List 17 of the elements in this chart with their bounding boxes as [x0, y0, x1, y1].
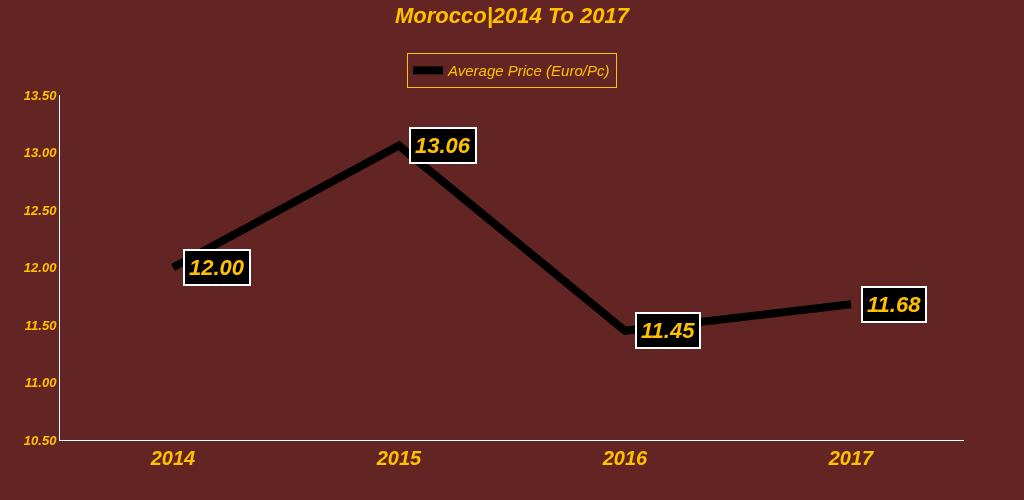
y-tick-label: 10.50 — [23, 432, 58, 448]
legend-label: Average Price (Euro/Pc) — [447, 62, 610, 80]
y-tick-label: 13.00 — [23, 145, 58, 161]
y-tick-label: 13.50 — [23, 87, 58, 103]
x-tick-label: 2017 — [827, 447, 875, 469]
data-label: 11.68 — [867, 292, 922, 317]
data-label: 13.06 — [415, 133, 471, 158]
x-tick-label: 2014 — [149, 447, 196, 469]
x-tick-label: 2015 — [375, 447, 423, 469]
y-tick-label: 11.00 — [24, 375, 58, 391]
data-label: 11.45 — [641, 318, 696, 343]
y-tick-label: 11.50 — [24, 317, 58, 333]
y-tick-label: 12.50 — [23, 202, 58, 218]
y-tick-label: 12.00 — [23, 260, 58, 276]
x-tick-label: 2016 — [601, 447, 649, 469]
chart-title: Morocco|2014 To 2017 — [395, 2, 631, 28]
data-label: 12.00 — [189, 255, 245, 280]
